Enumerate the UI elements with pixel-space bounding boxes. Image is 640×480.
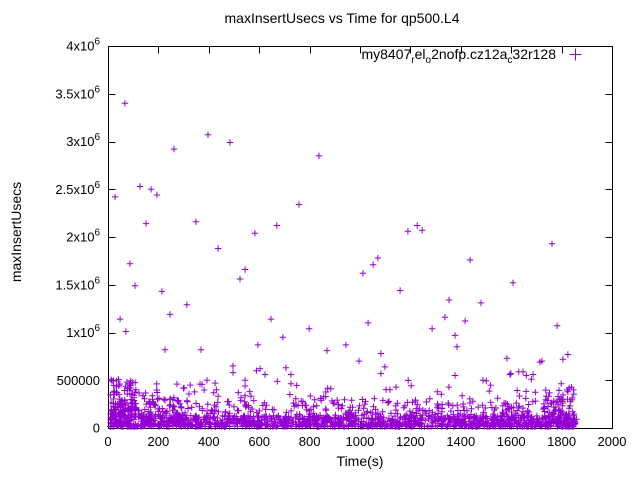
x-axis-title: Time(s) — [336, 453, 384, 469]
plus-marker-icon — [569, 48, 582, 60]
axis-ticks — [108, 46, 613, 429]
svg-text:2.5x106: 2.5x106 — [55, 180, 100, 197]
svg-text:4x106: 4x106 — [66, 37, 100, 54]
tick-labels: 0 200 400 600 800 1000 1200 1400 1600 1800 2000 0 50… — [55, 37, 626, 450]
svg-text:3.5x106: 3.5x106 — [55, 84, 100, 101]
svg-text:800: 800 — [299, 434, 321, 449]
svg-text:3x106: 3x106 — [66, 132, 100, 149]
legend-series-label: my8407relo2nofp.cz12ac32r128 — [361, 46, 556, 66]
svg-text:600: 600 — [248, 434, 270, 449]
svg-text:1600: 1600 — [497, 434, 526, 449]
svg-text:1x106: 1x106 — [66, 323, 100, 340]
svg-text:0: 0 — [104, 434, 111, 449]
svg-text:0: 0 — [93, 421, 100, 436]
legend: my8407relo2nofp.cz12ac32r128 — [361, 45, 582, 66]
data-points — [106, 100, 580, 430]
svg-text:400: 400 — [198, 434, 220, 449]
page-title: maxInsertUsecs vs Time for qp500.L4 — [224, 10, 460, 26]
svg-text:1200: 1200 — [396, 434, 425, 449]
plot-border — [108, 46, 613, 429]
svg-text:1.5x106: 1.5x106 — [55, 275, 100, 292]
svg-text:1400: 1400 — [446, 434, 475, 449]
svg-text:2000: 2000 — [598, 434, 627, 449]
svg-text:2x106: 2x106 — [66, 228, 100, 245]
svg-text:200: 200 — [148, 434, 170, 449]
y-axis-title: maxInsertUsecs — [8, 181, 24, 283]
svg-text:1800: 1800 — [547, 434, 576, 449]
svg-text:500000: 500000 — [57, 373, 100, 388]
svg-text:1000: 1000 — [346, 434, 375, 449]
